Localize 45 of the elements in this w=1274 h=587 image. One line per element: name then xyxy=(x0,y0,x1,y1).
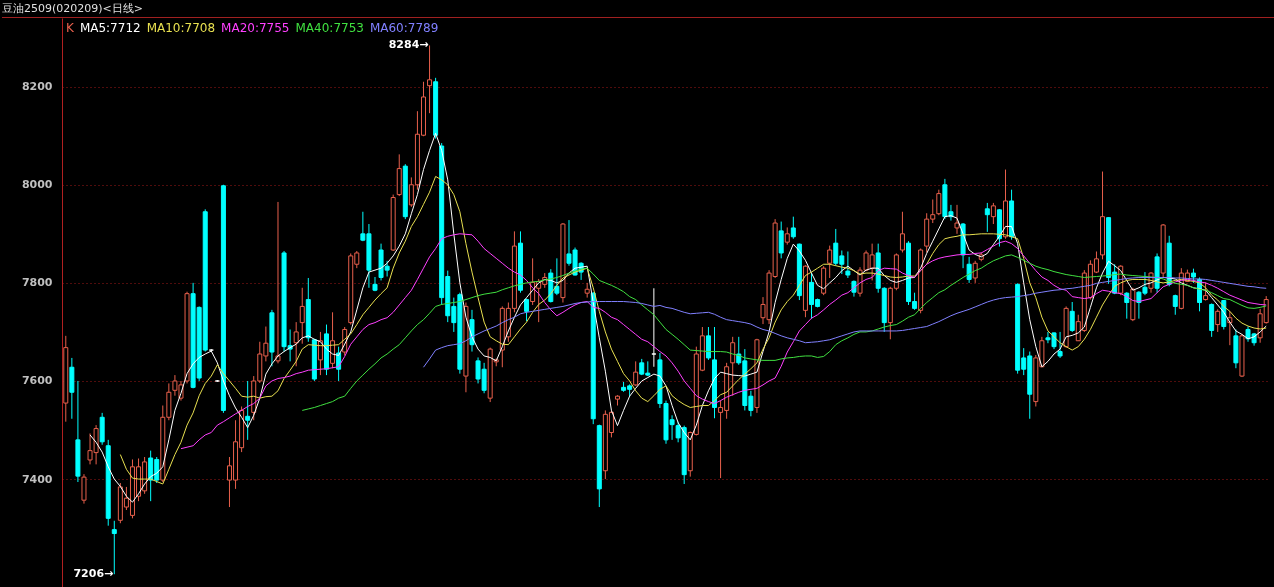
line-series xyxy=(301,254,1267,411)
candlestick xyxy=(778,221,784,259)
candlestick xyxy=(730,336,736,397)
candlestick xyxy=(990,202,996,225)
candlestick xyxy=(372,276,378,292)
chart-title: 豆油2509(020209)<日线> xyxy=(2,0,1274,18)
candlestick xyxy=(984,202,990,233)
candlestick xyxy=(966,256,972,284)
candlestick xyxy=(81,473,87,505)
candlestick xyxy=(845,250,851,279)
text: MA5:7712 xyxy=(79,21,141,35)
annotation: 7206→ xyxy=(73,567,114,581)
candlestick xyxy=(275,201,281,364)
candlestick xyxy=(705,326,711,361)
candlestick xyxy=(827,245,833,279)
candlestick xyxy=(111,520,117,575)
candlestick xyxy=(1069,301,1075,333)
candlestick xyxy=(293,321,299,367)
candlestick xyxy=(1215,308,1221,333)
text: MA20:7755 xyxy=(221,21,290,35)
candlestick xyxy=(954,204,960,235)
candlestick xyxy=(899,211,905,253)
candlestick xyxy=(936,189,942,216)
text: MA10:7708 xyxy=(146,21,216,35)
text: MA40:7753 xyxy=(295,21,364,35)
y-tick-label: 7800 xyxy=(21,276,53,290)
candlestick xyxy=(1203,281,1209,302)
y-tick-label: 8200 xyxy=(21,80,53,94)
text: MA60:7789 xyxy=(369,21,439,35)
candlestick xyxy=(972,260,978,284)
line-series xyxy=(119,175,1267,485)
candlestick xyxy=(299,287,305,345)
line-series xyxy=(180,233,1267,450)
annotation: 8284→ xyxy=(388,38,429,52)
y-tick-label: 7400 xyxy=(21,472,53,486)
candlestick xyxy=(245,380,251,441)
candlestick xyxy=(790,216,796,240)
y-tick-label: 7600 xyxy=(21,374,53,388)
candlestick xyxy=(317,331,323,376)
candlestick xyxy=(427,44,433,114)
candlestick xyxy=(633,360,639,387)
text: K xyxy=(66,21,74,35)
y-tick-label: 8000 xyxy=(21,178,53,192)
candlestick xyxy=(651,287,657,368)
candlestick xyxy=(1057,331,1063,359)
